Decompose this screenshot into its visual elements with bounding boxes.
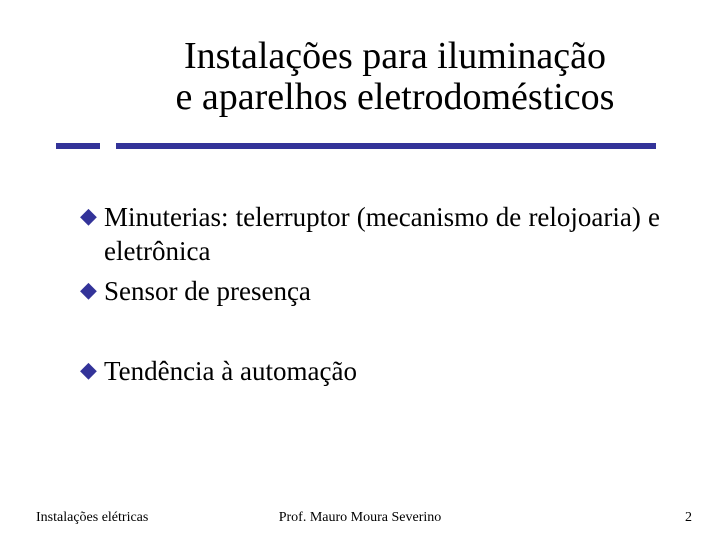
- bullet-item: ◆ Tendência à automação: [80, 354, 660, 388]
- bullet-text: Sensor de presença: [104, 274, 660, 308]
- bullet-item: ◆ Minuterias: telerruptor (mecanismo de …: [80, 200, 660, 268]
- footer: Instalações elétricas Prof. Mauro Moura …: [0, 504, 720, 528]
- footer-page-number: 2: [685, 510, 692, 526]
- body-content: ◆ Minuterias: telerruptor (mecanismo de …: [80, 200, 660, 394]
- vertical-gap: [80, 314, 660, 354]
- underline-long: [116, 143, 656, 149]
- title-underline: [0, 146, 720, 166]
- slide-title: Instalações para iluminação e aparelhos …: [130, 36, 660, 118]
- footer-center: Prof. Mauro Moura Severino: [0, 510, 720, 526]
- title-line-2: e aparelhos eletrodomésticos: [130, 77, 660, 118]
- slide: Instalações para iluminação e aparelhos …: [0, 0, 720, 540]
- bullet-item: ◆ Sensor de presença: [80, 274, 660, 308]
- diamond-bullet-icon: ◆: [80, 274, 98, 306]
- underline-short: [56, 143, 100, 149]
- diamond-bullet-icon: ◆: [80, 200, 98, 232]
- diamond-bullet-icon: ◆: [80, 354, 98, 386]
- bullet-text: Minuterias: telerruptor (mecanismo de re…: [104, 200, 660, 268]
- bullet-text: Tendência à automação: [104, 354, 660, 388]
- title-line-1: Instalações para iluminação: [130, 36, 660, 77]
